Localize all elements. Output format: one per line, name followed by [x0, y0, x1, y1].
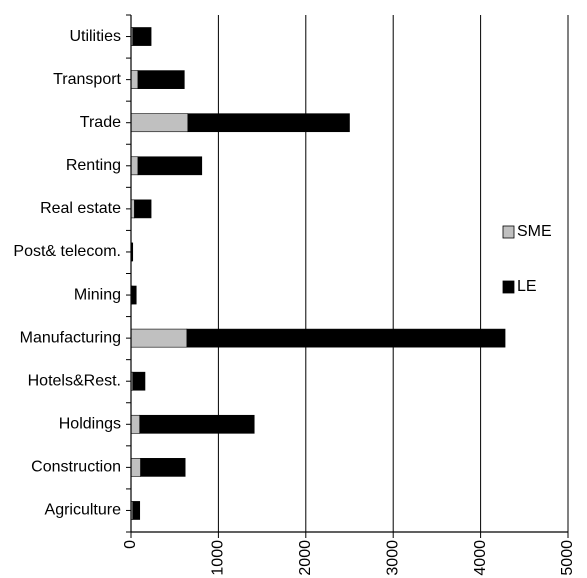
category-label-4: Real estate — [40, 200, 121, 217]
bar-sme-1 — [130, 70, 139, 89]
bar-sme-3 — [130, 156, 139, 176]
category-label-10: Construction — [31, 459, 121, 476]
category-label-5: Post& telecom. — [13, 243, 121, 260]
category-label-9: Holdings — [59, 416, 121, 433]
label-layer: 0 1000 2000 3000 4000 5000 Utilities Transport T… — [13, 28, 576, 576]
bar-le-5 — [131, 242, 134, 262]
bar-le-11 — [132, 501, 141, 520]
x-tick-label-1000: 1000 — [210, 540, 227, 576]
bar-le-7 — [186, 328, 506, 348]
category-label-3: Renting — [66, 157, 121, 174]
legend-swatch-sme — [502, 225, 515, 239]
bar-le-3 — [137, 156, 203, 176]
category-label-0: Utilities — [69, 28, 121, 45]
x-tick-label-4000: 4000 — [472, 540, 489, 576]
bar-le-9 — [139, 414, 255, 434]
category-label-11: Agriculture — [45, 502, 122, 519]
bar-sme-10 — [130, 458, 141, 477]
bar-layer — [130, 27, 506, 520]
bar-le-0 — [132, 27, 152, 46]
legend-swatch-le — [502, 280, 515, 294]
bar-le-10 — [140, 458, 186, 477]
bar-le-2 — [187, 113, 350, 133]
axis-layer — [126, 14, 569, 538]
bar-sme-9 — [130, 414, 141, 434]
bar-le-6 — [131, 285, 137, 305]
legend: SME LE — [502, 223, 552, 295]
bar-le-1 — [137, 70, 185, 89]
x-tick-label-0: 0 — [122, 540, 139, 549]
bar-le-4 — [134, 199, 152, 219]
category-label-2: Trade — [80, 114, 121, 131]
legend-label-le: LE — [517, 278, 537, 295]
x-tick-label-5000: 5000 — [559, 540, 576, 576]
x-tick-label-3000: 3000 — [384, 540, 401, 576]
category-label-7: Manufacturing — [20, 329, 121, 346]
category-label-1: Transport — [53, 71, 121, 88]
bar-sme-7 — [130, 328, 188, 348]
x-tick-label-2000: 2000 — [297, 540, 314, 576]
legend-label-sme: SME — [517, 223, 552, 240]
bar-le-8 — [132, 371, 146, 391]
category-label-8: Hotels&Rest. — [28, 372, 121, 389]
bar-sme-2 — [130, 113, 189, 133]
grid-layer — [217, 15, 569, 532]
category-label-6: Mining — [74, 286, 121, 303]
